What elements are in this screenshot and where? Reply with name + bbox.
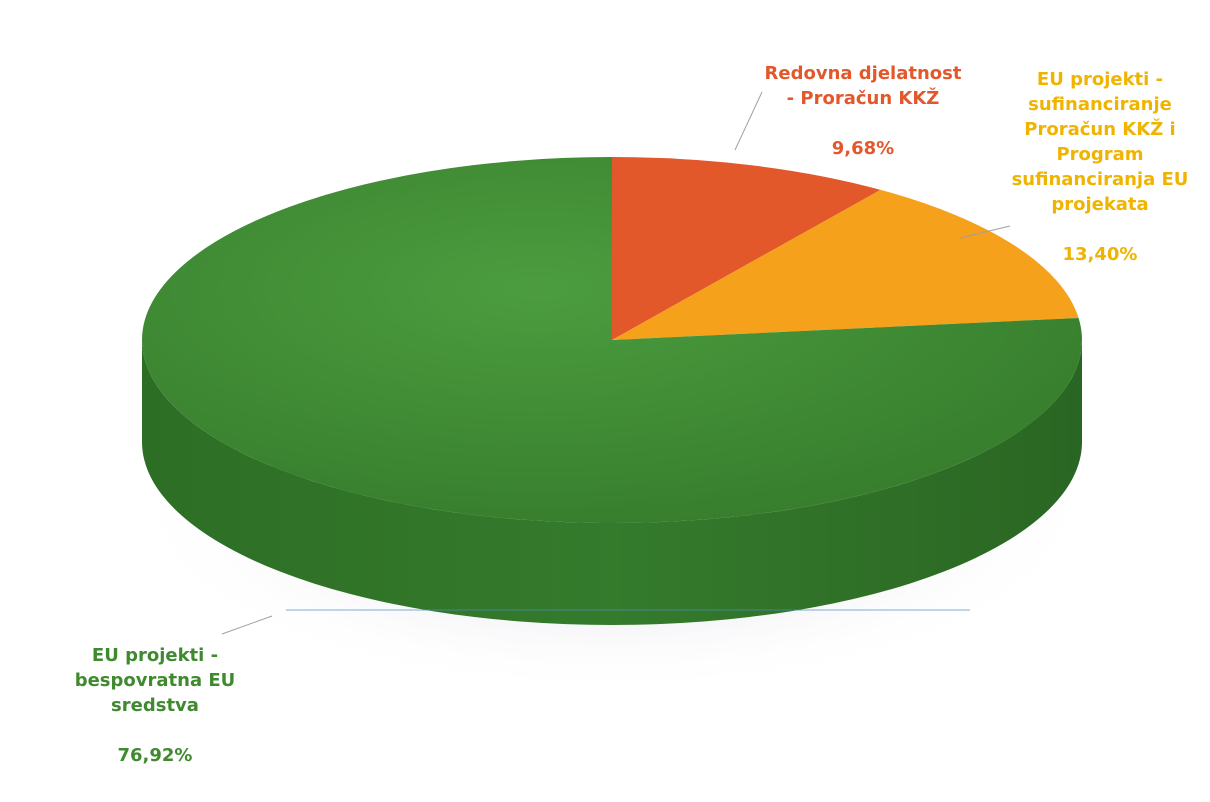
slice-label-value: 13,40% <box>995 242 1205 267</box>
slice-label-text: EU projekti - sufinanciranje Proračun KK… <box>995 67 1205 217</box>
slice-label-text: Redovna djelatnost - Proračun KKŽ <box>728 61 998 111</box>
slice-label-bespovratna: EU projekti - bespovratna EU sredstva 76… <box>20 618 290 793</box>
slice-label-sufinanciranje: EU projekti - sufinanciranje Proračun KK… <box>995 42 1205 292</box>
slice-label-value: 9,68% <box>728 136 998 161</box>
slice-label-redovna: Redovna djelatnost - Proračun KKŽ 9,68% <box>728 36 998 186</box>
slice-label-text: EU projekti - bespovratna EU sredstva <box>20 643 290 718</box>
slice-label-value: 76,92% <box>20 743 290 768</box>
